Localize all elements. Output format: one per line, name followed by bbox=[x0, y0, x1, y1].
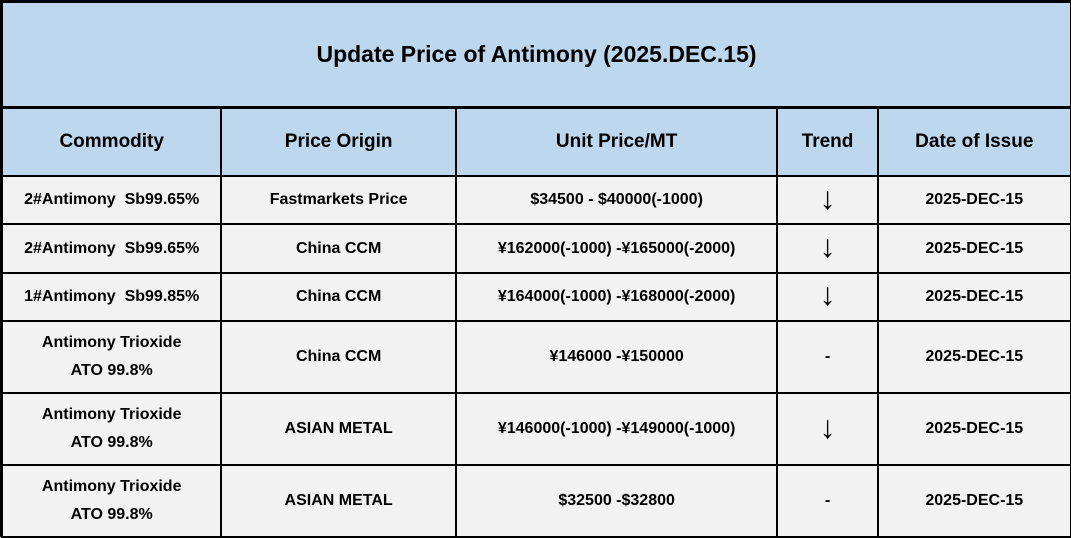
cell-trend: ↓ bbox=[776, 392, 879, 466]
cell-price-origin: China CCM bbox=[220, 320, 457, 395]
cell-commodity: 2#Antimony Sb99.65% bbox=[0, 174, 223, 226]
table-row: 2#Antimony Sb99.65% Fastmarkets Price $3… bbox=[0, 174, 1071, 226]
cell-commodity: Antimony Trioxide ATO 99.8% bbox=[0, 320, 223, 395]
cell-date-of-issue: 2025-DEC-15 bbox=[876, 174, 1071, 226]
cell-unit-price: ¥164000(-1000) -¥168000(-2000) bbox=[454, 271, 779, 323]
cell-commodity: 1#Antimony Sb99.85% bbox=[0, 271, 223, 323]
cell-unit-price: $34500 - $40000(-1000) bbox=[454, 174, 779, 226]
title-row: Update Price of Antimony (2025.DEC.15) bbox=[1, 1, 1071, 109]
cell-trend: ↓ bbox=[776, 223, 879, 274]
cell-unit-price: $32500 -$32800 bbox=[454, 464, 779, 538]
table-row: Antimony Trioxide ATO 99.8% ASIAN METAL … bbox=[0, 392, 1071, 466]
cell-price-origin: ASIAN METAL bbox=[220, 392, 457, 466]
down-arrow-icon: ↓ bbox=[819, 276, 836, 313]
cell-unit-price: ¥146000 -¥150000 bbox=[454, 320, 779, 395]
cell-date-of-issue: 2025-DEC-15 bbox=[876, 392, 1071, 466]
cell-date-of-issue: 2025-DEC-15 bbox=[876, 464, 1071, 538]
page-title: Update Price of Antimony (2025.DEC.15) bbox=[1, 1, 1071, 109]
cell-unit-price: ¥162000(-1000) -¥165000(-2000) bbox=[454, 223, 779, 274]
cell-price-origin: China CCM bbox=[220, 271, 457, 323]
down-arrow-icon: ↓ bbox=[819, 228, 836, 265]
cell-trend: ↓ bbox=[776, 174, 879, 226]
column-header-unit-price: Unit Price/MT bbox=[454, 106, 779, 177]
column-header-commodity: Commodity bbox=[0, 106, 223, 177]
header-row: Commodity Price Origin Unit Price/MT Tre… bbox=[0, 106, 1071, 177]
cell-date-of-issue: 2025-DEC-15 bbox=[876, 271, 1071, 323]
down-arrow-icon: ↓ bbox=[819, 179, 836, 216]
cell-trend: - bbox=[776, 320, 879, 395]
cell-commodity: Antimony Trioxide ATO 99.8% bbox=[0, 464, 223, 538]
cell-price-origin: Fastmarkets Price bbox=[220, 174, 457, 226]
column-header-trend: Trend bbox=[776, 106, 879, 177]
cell-commodity: Antimony Trioxide ATO 99.8% bbox=[0, 392, 223, 466]
down-arrow-icon: ↓ bbox=[819, 408, 836, 445]
no-change-dash-icon: - bbox=[824, 348, 831, 366]
table-row: Antimony Trioxide ATO 99.8% China CCM ¥1… bbox=[0, 320, 1071, 395]
table-row: Antimony Trioxide ATO 99.8% ASIAN METAL … bbox=[0, 464, 1071, 538]
cell-trend: - bbox=[776, 464, 879, 538]
cell-date-of-issue: 2025-DEC-15 bbox=[876, 320, 1071, 395]
column-header-date-of-issue: Date of Issue bbox=[876, 106, 1071, 177]
table-row: 2#Antimony Sb99.65% China CCM ¥162000(-1… bbox=[0, 223, 1071, 274]
column-header-price-origin: Price Origin bbox=[220, 106, 457, 177]
no-change-dash-icon: - bbox=[824, 492, 831, 509]
cell-price-origin: China CCM bbox=[220, 223, 457, 274]
cell-date-of-issue: 2025-DEC-15 bbox=[876, 223, 1071, 274]
cell-unit-price: ¥146000(-1000) -¥149000(-1000) bbox=[454, 392, 779, 466]
cell-commodity: 2#Antimony Sb99.65% bbox=[0, 223, 223, 274]
table-row: 1#Antimony Sb99.85% China CCM ¥164000(-1… bbox=[0, 271, 1071, 323]
cell-price-origin: ASIAN METAL bbox=[220, 464, 457, 538]
cell-trend: ↓ bbox=[776, 271, 879, 323]
